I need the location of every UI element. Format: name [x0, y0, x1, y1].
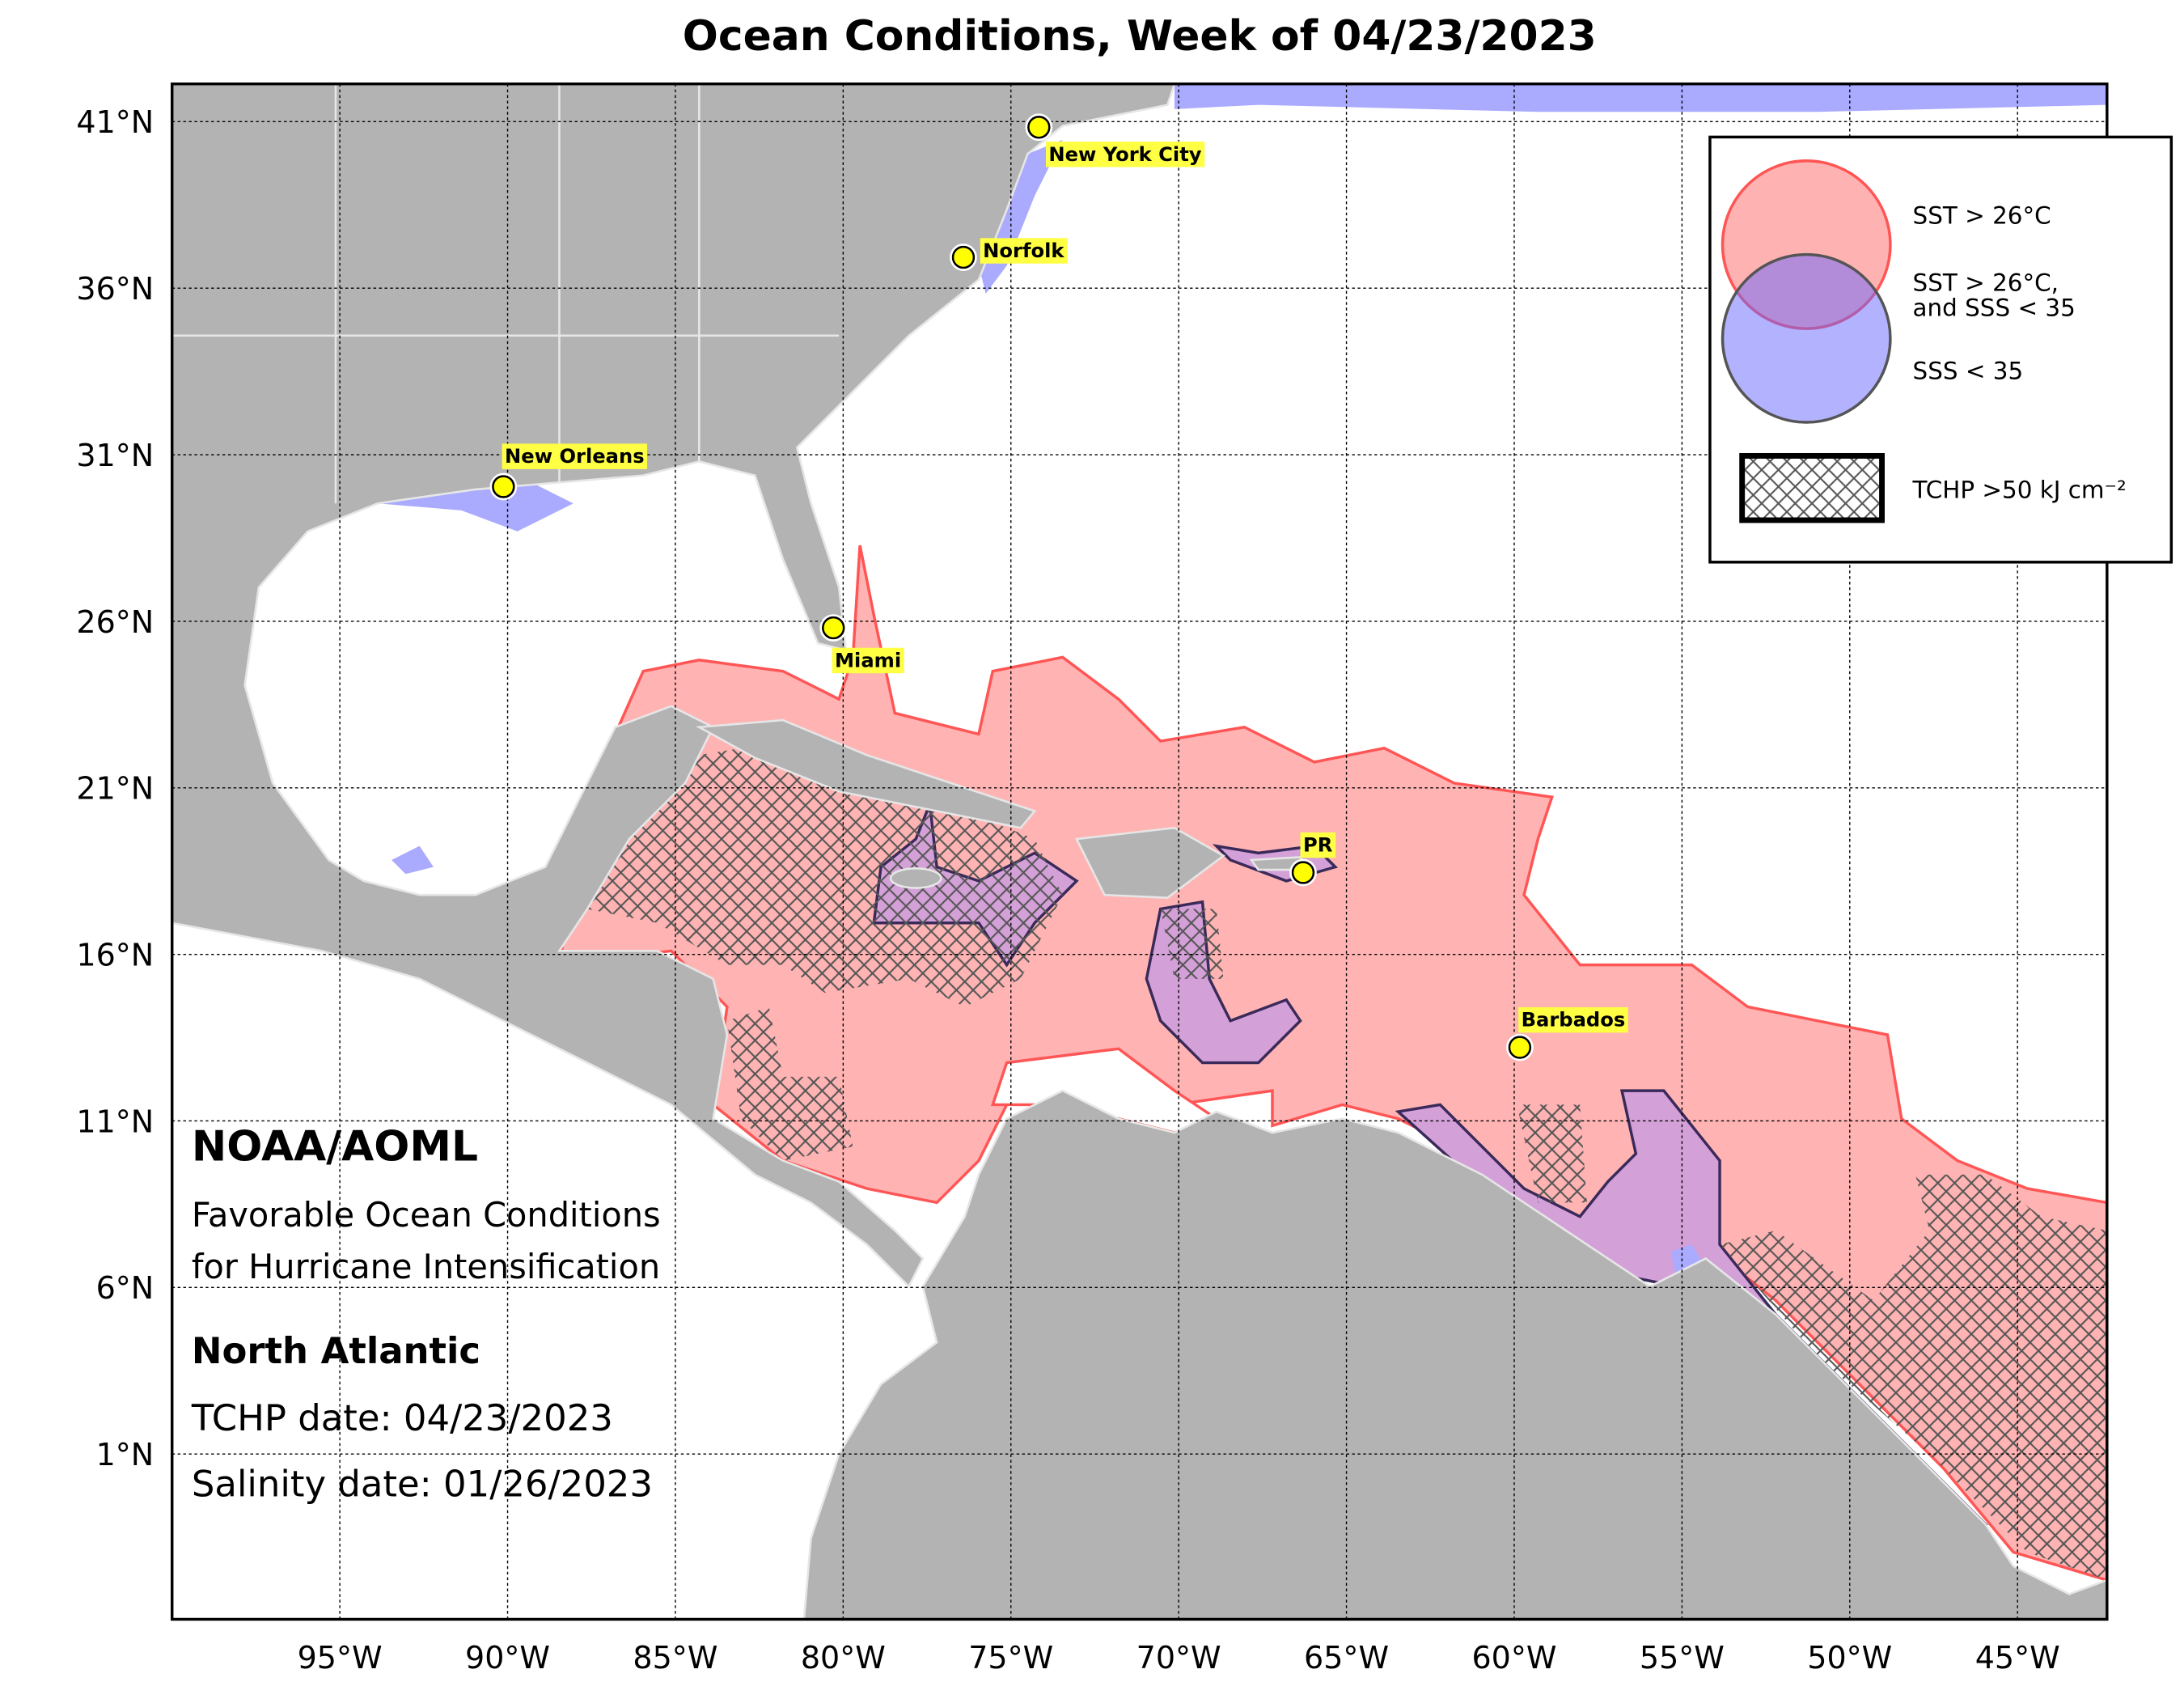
info-line: for Hurricane Intensification: [192, 1247, 660, 1286]
city-marker: [1508, 1036, 1532, 1059]
legend-label: SST > 26°C: [1913, 202, 2051, 230]
tchp-date: TCHP date: 04/23/2023: [191, 1396, 613, 1439]
lon-label: 70°W: [1136, 1640, 1221, 1676]
lon-label: 60°W: [1471, 1640, 1556, 1676]
cities: New York City Norfolk New Orleans Miami PR Ba…: [489, 113, 1628, 1061]
salinity-date: Salinity date: 01/26/2023: [192, 1462, 653, 1505]
map-frame: [170, 82, 2109, 1621]
lon-label: 80°W: [801, 1640, 886, 1676]
lat-label: 26°N: [76, 604, 154, 640]
lon-label: 85°W: [633, 1640, 717, 1676]
lon-label: 75°W: [968, 1640, 1053, 1676]
lat-label: 21°N: [76, 771, 154, 807]
region: North Atlantic: [192, 1329, 480, 1372]
city-marker: [492, 475, 515, 498]
city-label-bg: [832, 647, 904, 674]
city-marker: [1291, 861, 1315, 884]
city-halo: [950, 244, 977, 271]
lon-label: 45°W: [1975, 1640, 2060, 1676]
legend-label: SSS < 35: [1913, 357, 2024, 384]
info: NOAA/AOML Favorable Ocean Conditions for…: [191, 1123, 661, 1506]
legend-label: and SSS < 35: [1913, 294, 2076, 322]
city-label: New Orleans: [505, 445, 645, 468]
title: Ocean Conditions, Week of 04/23/2023: [683, 12, 1597, 61]
city-marker: [1027, 116, 1051, 139]
lon-label: 95°W: [298, 1640, 383, 1676]
city-label-bg: [1045, 142, 1205, 167]
city-label: Norfolk: [983, 239, 1064, 262]
city-halo: [489, 472, 518, 501]
city-label-bg: [1518, 1006, 1628, 1033]
lon-label: 50°W: [1807, 1640, 1892, 1676]
city-label: PR: [1303, 834, 1333, 857]
land: [171, 83, 2107, 1620]
info-line: Favorable Ocean Conditions: [192, 1195, 661, 1235]
legend-label: TCHP >50 kJ cm⁻²: [1912, 476, 2127, 503]
city-halo: [1025, 113, 1053, 142]
legend: SST > 26°C SST > 26°C, and SSS < 35 SSS …: [1708, 135, 2173, 564]
lon-label: 65°W: [1304, 1640, 1389, 1676]
sss-region: [1174, 83, 2107, 112]
lat-label: 31°N: [76, 438, 154, 473]
city-halo: [819, 614, 848, 642]
org: NOAA/AOML: [192, 1123, 478, 1172]
lat-label: 1°N: [96, 1437, 154, 1472]
legend-label: SST > 26°C,: [1913, 269, 2059, 297]
city-marker: [821, 616, 845, 640]
city-label-bg: [1300, 832, 1336, 858]
city-label: New York City: [1048, 143, 1201, 166]
city-marker: [951, 245, 976, 269]
city-halo: [1289, 858, 1317, 887]
lat-label: 16°N: [76, 937, 154, 972]
city-label: Miami: [835, 649, 901, 672]
lat-label: 11°N: [76, 1104, 154, 1139]
city-label-bg: [502, 443, 648, 469]
tchp-region: [587, 727, 2107, 1581]
lat-label: 41°N: [76, 104, 154, 140]
city-halo: [1506, 1033, 1534, 1061]
lon-label: 55°W: [1640, 1640, 1725, 1676]
city-label: Barbados: [1522, 1009, 1626, 1032]
lon-label: 90°W: [465, 1640, 550, 1676]
lat-label: 6°N: [96, 1270, 154, 1306]
lat-label: 36°N: [76, 271, 154, 307]
city-label-bg: [980, 238, 1068, 264]
